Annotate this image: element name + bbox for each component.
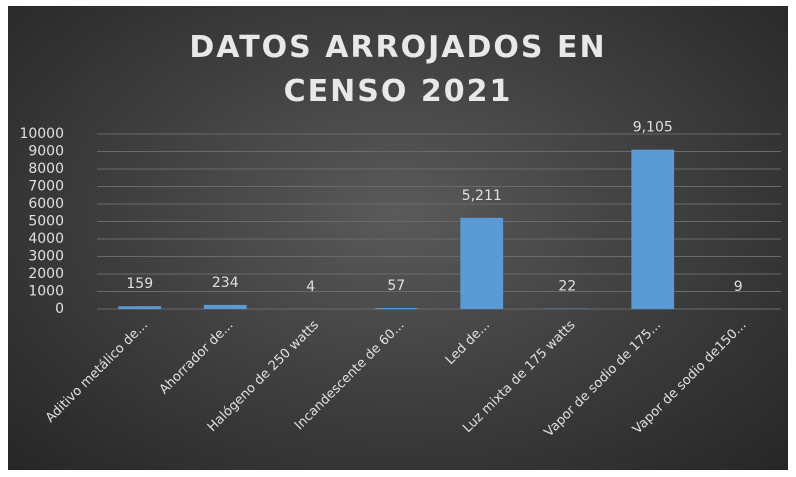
x-tick-label: Ahorrador de... [157, 318, 237, 398]
y-tick-label: 7000 [28, 179, 64, 195]
y-tick-label: 2000 [28, 266, 64, 282]
bar [631, 149, 675, 309]
data-label: 57 [387, 278, 405, 294]
chart-title: DATOS ARROJADOS EN CENSO 2021 [189, 30, 607, 109]
data-label: 22 [558, 279, 576, 295]
x-tick-label: Led de... [443, 318, 493, 368]
y-tick-label: 9000 [28, 144, 64, 160]
y-tick-label: 8000 [28, 161, 64, 177]
y-tick-label: 0 [55, 301, 64, 317]
y-tick-label: 10000 [19, 126, 64, 142]
data-label: 4 [306, 279, 315, 295]
data-label: 159 [126, 276, 153, 292]
data-label: 5,211 [462, 188, 502, 204]
data-label: 9 [734, 279, 743, 295]
y-tick-label: 3000 [28, 249, 64, 265]
y-tick-label: 6000 [28, 196, 64, 212]
data-label: 234 [212, 275, 239, 291]
y-tick-label: 4000 [28, 231, 64, 247]
x-tick-label: Aditivo metálico de... [43, 318, 151, 426]
bar [374, 308, 418, 309]
bar [203, 304, 247, 309]
y-tick-label: 5000 [28, 214, 64, 230]
bar [460, 217, 504, 309]
bar [118, 306, 162, 309]
data-label: 9,105 [633, 120, 673, 136]
y-tick-label: 1000 [28, 284, 64, 300]
